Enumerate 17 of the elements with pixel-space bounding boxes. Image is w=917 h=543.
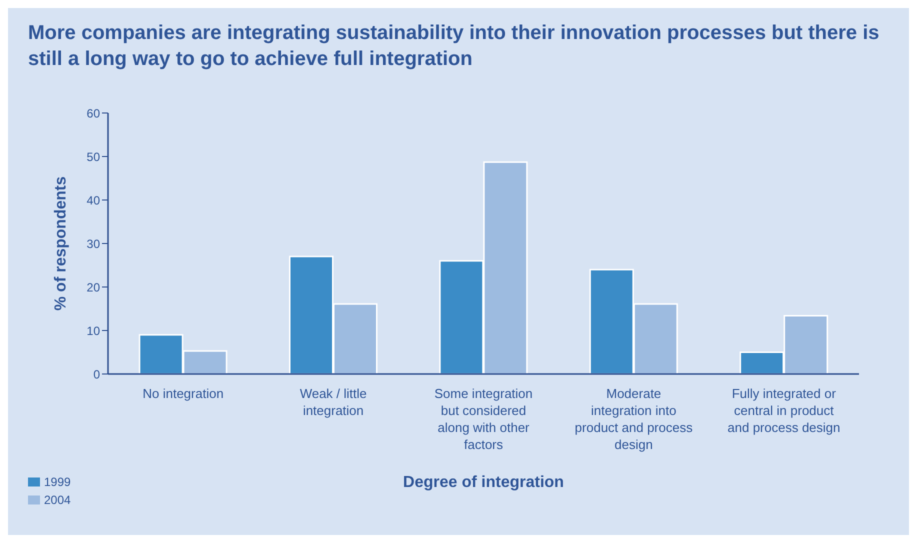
y-tick-label: 50 (86, 150, 100, 164)
y-tick-label: 30 (86, 236, 100, 251)
x-tick-label: Fully integrated or central in product and process design (728, 386, 840, 435)
y-tick-label: 0 (93, 367, 100, 382)
chart-title: More companies are integrating sustainability into their innovation processes but there is still a long way to go to achieve full integration (28, 21, 880, 72)
legend-label: 2004 (44, 493, 71, 507)
y-tick-label: 10 (86, 324, 100, 338)
x-tick-label: No integration (142, 386, 224, 401)
y-tick-label: 60 (86, 106, 100, 120)
y-tick-label: 20 (86, 280, 100, 294)
y-tick-label: 40 (86, 193, 100, 208)
legend-label: 1999 (44, 475, 71, 489)
x-tick-label: Moderate integration into product and process design (574, 386, 694, 452)
x-axis-title: Degree of integration (403, 474, 564, 491)
x-tick-label: Some integration but considered along with other factors (434, 386, 533, 452)
y-axis-title: % of respondents (52, 176, 70, 311)
x-tick-label: Weak / little integration (300, 386, 367, 418)
